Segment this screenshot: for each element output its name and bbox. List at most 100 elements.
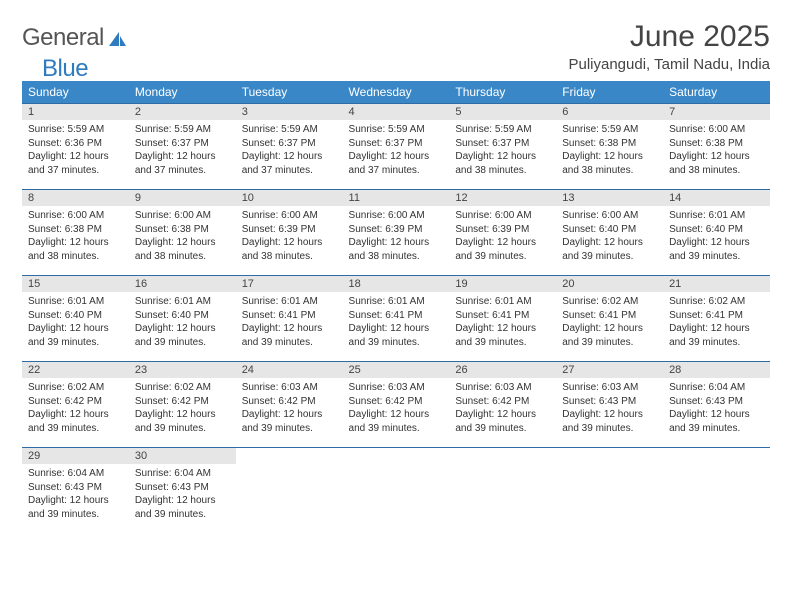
calendar-cell: 3Sunrise: 5:59 AMSunset: 6:37 PMDaylight… (236, 104, 343, 190)
day-body: Sunrise: 6:01 AMSunset: 6:41 PMDaylight:… (449, 292, 556, 351)
calendar-cell: 6Sunrise: 5:59 AMSunset: 6:38 PMDaylight… (556, 104, 663, 190)
calendar-cell (343, 448, 450, 534)
calendar-cell (663, 448, 770, 534)
calendar-row: 8Sunrise: 6:00 AMSunset: 6:38 PMDaylight… (22, 190, 770, 276)
calendar-cell: 14Sunrise: 6:01 AMSunset: 6:40 PMDayligh… (663, 190, 770, 276)
location-text: Puliyangudi, Tamil Nadu, India (568, 56, 770, 73)
day-number: 9 (129, 190, 236, 206)
calendar-cell: 22Sunrise: 6:02 AMSunset: 6:42 PMDayligh… (22, 362, 129, 448)
day-number: 7 (663, 104, 770, 120)
day-number: 19 (449, 276, 556, 292)
day-body: Sunrise: 6:02 AMSunset: 6:41 PMDaylight:… (663, 292, 770, 351)
page-header: General June 2025 Puliyangudi, Tamil Nad… (22, 20, 770, 73)
day-body: Sunrise: 6:03 AMSunset: 6:42 PMDaylight:… (449, 378, 556, 437)
calendar-cell: 5Sunrise: 5:59 AMSunset: 6:37 PMDaylight… (449, 104, 556, 190)
calendar-cell: 30Sunrise: 6:04 AMSunset: 6:43 PMDayligh… (129, 448, 236, 534)
calendar-cell: 10Sunrise: 6:00 AMSunset: 6:39 PMDayligh… (236, 190, 343, 276)
calendar-cell: 15Sunrise: 6:01 AMSunset: 6:40 PMDayligh… (22, 276, 129, 362)
day-number: 4 (343, 104, 450, 120)
day-number: 15 (22, 276, 129, 292)
day-number: 30 (129, 448, 236, 464)
calendar-cell: 26Sunrise: 6:03 AMSunset: 6:42 PMDayligh… (449, 362, 556, 448)
day-body: Sunrise: 6:01 AMSunset: 6:40 PMDaylight:… (22, 292, 129, 351)
day-number: 18 (343, 276, 450, 292)
weekday-header: Friday (556, 81, 663, 104)
calendar-cell: 13Sunrise: 6:00 AMSunset: 6:40 PMDayligh… (556, 190, 663, 276)
calendar-cell: 16Sunrise: 6:01 AMSunset: 6:40 PMDayligh… (129, 276, 236, 362)
logo-text-blue: Blue (42, 55, 88, 83)
day-number: 25 (343, 362, 450, 378)
day-body: Sunrise: 6:03 AMSunset: 6:43 PMDaylight:… (556, 378, 663, 437)
calendar-row: 1Sunrise: 5:59 AMSunset: 6:36 PMDaylight… (22, 104, 770, 190)
day-number: 10 (236, 190, 343, 206)
day-number: 11 (343, 190, 450, 206)
day-number: 20 (556, 276, 663, 292)
day-number: 2 (129, 104, 236, 120)
day-body: Sunrise: 5:59 AMSunset: 6:37 PMDaylight:… (129, 120, 236, 179)
calendar-cell: 29Sunrise: 6:04 AMSunset: 6:43 PMDayligh… (22, 448, 129, 534)
calendar-cell: 11Sunrise: 6:00 AMSunset: 6:39 PMDayligh… (343, 190, 450, 276)
weekday-header: Saturday (663, 81, 770, 104)
calendar-cell: 18Sunrise: 6:01 AMSunset: 6:41 PMDayligh… (343, 276, 450, 362)
calendar-cell (556, 448, 663, 534)
day-body: Sunrise: 6:03 AMSunset: 6:42 PMDaylight:… (236, 378, 343, 437)
day-body: Sunrise: 6:02 AMSunset: 6:42 PMDaylight:… (129, 378, 236, 437)
calendar-cell: 12Sunrise: 6:00 AMSunset: 6:39 PMDayligh… (449, 190, 556, 276)
day-number: 13 (556, 190, 663, 206)
day-number: 16 (129, 276, 236, 292)
page-title: June 2025 (568, 20, 770, 54)
logo-text-general: General (22, 24, 104, 52)
day-number: 21 (663, 276, 770, 292)
day-body: Sunrise: 6:03 AMSunset: 6:42 PMDaylight:… (343, 378, 450, 437)
day-number: 26 (449, 362, 556, 378)
calendar-row: 22Sunrise: 6:02 AMSunset: 6:42 PMDayligh… (22, 362, 770, 448)
calendar-cell: 8Sunrise: 6:00 AMSunset: 6:38 PMDaylight… (22, 190, 129, 276)
day-body: Sunrise: 6:00 AMSunset: 6:39 PMDaylight:… (343, 206, 450, 265)
day-body: Sunrise: 6:04 AMSunset: 6:43 PMDaylight:… (663, 378, 770, 437)
calendar-cell: 19Sunrise: 6:01 AMSunset: 6:41 PMDayligh… (449, 276, 556, 362)
day-number: 29 (22, 448, 129, 464)
weekday-header: Wednesday (343, 81, 450, 104)
calendar-cell: 21Sunrise: 6:02 AMSunset: 6:41 PMDayligh… (663, 276, 770, 362)
day-body: Sunrise: 6:00 AMSunset: 6:39 PMDaylight:… (449, 206, 556, 265)
day-body: Sunrise: 6:01 AMSunset: 6:40 PMDaylight:… (129, 292, 236, 351)
day-number: 8 (22, 190, 129, 206)
day-number: 3 (236, 104, 343, 120)
day-body: Sunrise: 5:59 AMSunset: 6:37 PMDaylight:… (449, 120, 556, 179)
weekday-header: Monday (129, 81, 236, 104)
day-body: Sunrise: 6:04 AMSunset: 6:43 PMDaylight:… (22, 464, 129, 523)
sail-icon (107, 30, 127, 48)
day-number: 27 (556, 362, 663, 378)
day-number: 1 (22, 104, 129, 120)
day-number: 17 (236, 276, 343, 292)
calendar-table: SundayMondayTuesdayWednesdayThursdayFrid… (22, 81, 770, 534)
day-number: 12 (449, 190, 556, 206)
calendar-cell: 4Sunrise: 5:59 AMSunset: 6:37 PMDaylight… (343, 104, 450, 190)
day-body: Sunrise: 6:00 AMSunset: 6:38 PMDaylight:… (22, 206, 129, 265)
day-body: Sunrise: 6:01 AMSunset: 6:41 PMDaylight:… (236, 292, 343, 351)
calendar-row: 15Sunrise: 6:01 AMSunset: 6:40 PMDayligh… (22, 276, 770, 362)
calendar-cell: 25Sunrise: 6:03 AMSunset: 6:42 PMDayligh… (343, 362, 450, 448)
day-body: Sunrise: 5:59 AMSunset: 6:36 PMDaylight:… (22, 120, 129, 179)
day-body: Sunrise: 6:00 AMSunset: 6:38 PMDaylight:… (129, 206, 236, 265)
title-block: June 2025 Puliyangudi, Tamil Nadu, India (568, 20, 770, 73)
brand-logo: General (22, 20, 129, 52)
day-body: Sunrise: 5:59 AMSunset: 6:37 PMDaylight:… (236, 120, 343, 179)
day-body: Sunrise: 6:00 AMSunset: 6:40 PMDaylight:… (556, 206, 663, 265)
calendar-cell: 24Sunrise: 6:03 AMSunset: 6:42 PMDayligh… (236, 362, 343, 448)
weekday-header: Sunday (22, 81, 129, 104)
day-number: 6 (556, 104, 663, 120)
calendar-cell (236, 448, 343, 534)
calendar-cell: 23Sunrise: 6:02 AMSunset: 6:42 PMDayligh… (129, 362, 236, 448)
calendar-row: 29Sunrise: 6:04 AMSunset: 6:43 PMDayligh… (22, 448, 770, 534)
calendar-cell (449, 448, 556, 534)
day-body: Sunrise: 6:01 AMSunset: 6:41 PMDaylight:… (343, 292, 450, 351)
calendar-cell: 28Sunrise: 6:04 AMSunset: 6:43 PMDayligh… (663, 362, 770, 448)
calendar-cell: 2Sunrise: 5:59 AMSunset: 6:37 PMDaylight… (129, 104, 236, 190)
calendar-cell: 20Sunrise: 6:02 AMSunset: 6:41 PMDayligh… (556, 276, 663, 362)
day-body: Sunrise: 6:02 AMSunset: 6:42 PMDaylight:… (22, 378, 129, 437)
calendar-body: 1Sunrise: 5:59 AMSunset: 6:36 PMDaylight… (22, 104, 770, 534)
day-number: 23 (129, 362, 236, 378)
day-number: 14 (663, 190, 770, 206)
day-body: Sunrise: 6:04 AMSunset: 6:43 PMDaylight:… (129, 464, 236, 523)
